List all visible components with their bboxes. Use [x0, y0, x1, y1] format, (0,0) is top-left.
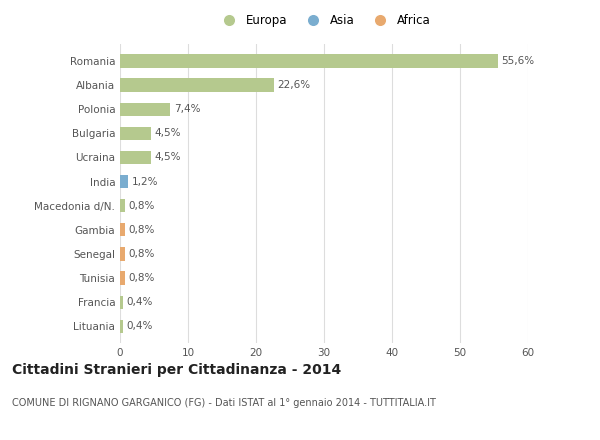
Bar: [120, 247, 125, 260]
Text: 0,8%: 0,8%: [129, 273, 155, 283]
Text: Cittadini Stranieri per Cittadinanza - 2014: Cittadini Stranieri per Cittadinanza - 2…: [12, 363, 341, 377]
Text: 7,4%: 7,4%: [174, 104, 200, 114]
Bar: [120, 127, 151, 140]
Bar: [120, 223, 125, 236]
Bar: [120, 271, 125, 285]
Bar: [120, 175, 128, 188]
Legend: Europa, Asia, Africa: Europa, Asia, Africa: [212, 10, 436, 32]
Text: 4,5%: 4,5%: [154, 128, 181, 138]
Bar: [120, 296, 123, 309]
Text: 1,2%: 1,2%: [131, 176, 158, 187]
Bar: [120, 320, 123, 333]
Bar: [120, 78, 274, 92]
Text: 0,8%: 0,8%: [129, 249, 155, 259]
Text: 4,5%: 4,5%: [154, 152, 181, 162]
Text: 55,6%: 55,6%: [502, 56, 535, 66]
Text: 0,8%: 0,8%: [129, 225, 155, 235]
Bar: [120, 199, 125, 212]
Text: 0,8%: 0,8%: [129, 201, 155, 211]
Text: 22,6%: 22,6%: [277, 80, 310, 90]
Text: COMUNE DI RIGNANO GARGANICO (FG) - Dati ISTAT al 1° gennaio 2014 - TUTTITALIA.IT: COMUNE DI RIGNANO GARGANICO (FG) - Dati …: [12, 398, 436, 408]
Bar: [120, 151, 151, 164]
Text: 0,4%: 0,4%: [126, 321, 152, 331]
Bar: [120, 54, 498, 67]
Bar: [120, 103, 170, 116]
Text: 0,4%: 0,4%: [126, 297, 152, 307]
